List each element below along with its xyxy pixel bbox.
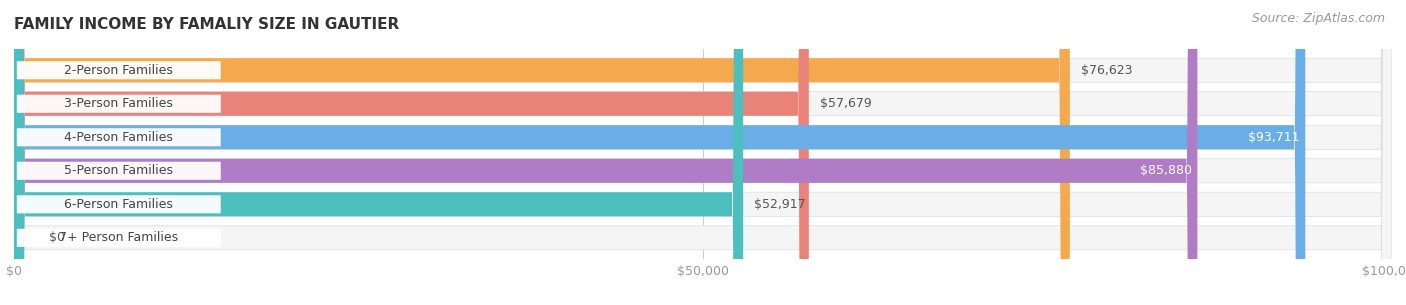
Text: $93,711: $93,711 — [1249, 131, 1299, 144]
Text: 2-Person Families: 2-Person Families — [65, 64, 173, 77]
Text: 4-Person Families: 4-Person Families — [65, 131, 173, 144]
FancyBboxPatch shape — [17, 128, 221, 146]
FancyBboxPatch shape — [14, 0, 1198, 305]
FancyBboxPatch shape — [14, 0, 1392, 305]
FancyBboxPatch shape — [14, 0, 1392, 305]
Text: $52,917: $52,917 — [754, 198, 806, 211]
Text: $76,623: $76,623 — [1081, 64, 1132, 77]
Text: $57,679: $57,679 — [820, 97, 872, 110]
FancyBboxPatch shape — [14, 0, 744, 305]
FancyBboxPatch shape — [14, 0, 1392, 305]
FancyBboxPatch shape — [14, 0, 1392, 305]
Text: FAMILY INCOME BY FAMALIY SIZE IN GAUTIER: FAMILY INCOME BY FAMALIY SIZE IN GAUTIER — [14, 17, 399, 32]
Text: 5-Person Families: 5-Person Families — [65, 164, 173, 177]
Text: 7+ Person Families: 7+ Person Families — [59, 231, 179, 244]
FancyBboxPatch shape — [17, 61, 221, 79]
Text: 6-Person Families: 6-Person Families — [65, 198, 173, 211]
FancyBboxPatch shape — [14, 0, 1305, 305]
Text: $85,880: $85,880 — [1140, 164, 1192, 177]
FancyBboxPatch shape — [17, 195, 221, 213]
FancyBboxPatch shape — [17, 229, 221, 247]
FancyBboxPatch shape — [14, 0, 1392, 305]
Text: Source: ZipAtlas.com: Source: ZipAtlas.com — [1251, 12, 1385, 25]
FancyBboxPatch shape — [17, 95, 221, 113]
Text: $0: $0 — [48, 231, 65, 244]
FancyBboxPatch shape — [14, 0, 1070, 305]
FancyBboxPatch shape — [14, 0, 808, 305]
Text: 3-Person Families: 3-Person Families — [65, 97, 173, 110]
FancyBboxPatch shape — [14, 0, 1392, 305]
FancyBboxPatch shape — [17, 162, 221, 180]
